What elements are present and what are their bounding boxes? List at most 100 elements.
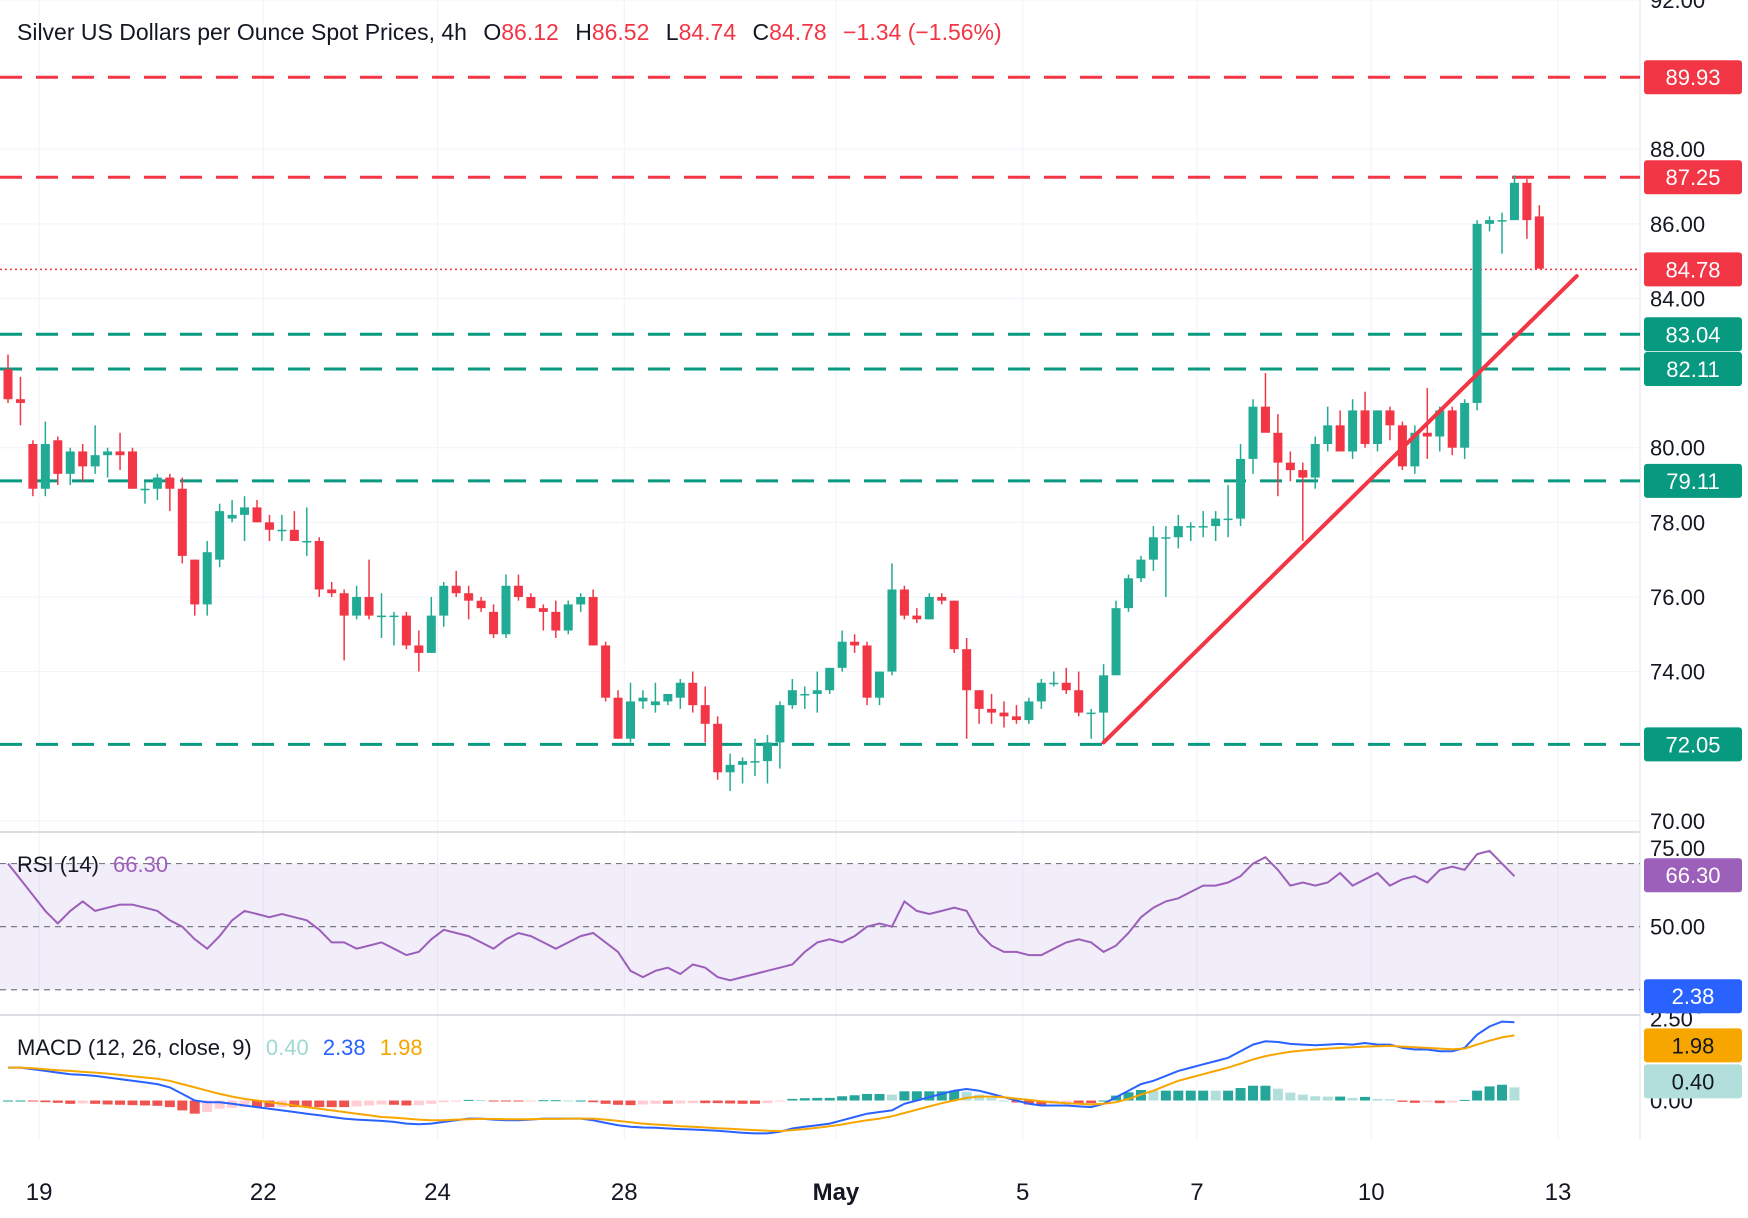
candle-body	[800, 693, 810, 696]
close-value: 84.78	[769, 19, 827, 45]
candle	[364, 559, 374, 620]
candle	[924, 593, 934, 620]
candle	[277, 514, 287, 541]
candle-body	[90, 455, 100, 467]
price-tick-label: 88.00	[1650, 137, 1705, 162]
macd-histogram-bar	[949, 1090, 960, 1101]
macd-histogram-bar	[40, 1100, 51, 1103]
level-label-82.11-bg	[1644, 351, 1742, 386]
candle-body	[1099, 675, 1109, 713]
rsi-value: 66.30	[113, 852, 168, 877]
macd-histogram-bar	[600, 1100, 611, 1104]
macd-histogram-bar	[90, 1100, 101, 1104]
macd-histogram-bar	[662, 1100, 673, 1104]
candle-body	[675, 682, 685, 698]
candle-body	[775, 705, 785, 743]
macd-histogram-bar	[139, 1100, 150, 1106]
candle	[1086, 708, 1096, 739]
candle	[1211, 511, 1221, 541]
candle-body	[339, 593, 349, 616]
macd-histogram-bar	[364, 1100, 375, 1106]
macd-histogram-bar	[762, 1100, 773, 1104]
macd-histogram-bar	[1061, 1100, 1072, 1103]
candle	[1534, 205, 1544, 269]
macd-histogram-bar	[1160, 1090, 1171, 1101]
candle	[1260, 373, 1270, 433]
candle	[476, 596, 486, 612]
candle-body	[513, 585, 523, 597]
macd-signal-line	[8, 1034, 1515, 1133]
candle	[663, 693, 673, 706]
macd-histogram-bar	[164, 1100, 175, 1108]
macd-pane	[3, 1020, 1520, 1135]
candle	[252, 499, 262, 523]
candle	[177, 477, 187, 564]
candle-body	[650, 701, 660, 706]
open-label: O	[483, 19, 501, 45]
high-value: 86.52	[592, 19, 650, 45]
macd-histogram-bar	[1285, 1092, 1296, 1101]
candle	[264, 514, 274, 541]
x-tick-label: May	[813, 1179, 860, 1206]
candle-body	[389, 615, 399, 618]
macd-histogram-bar	[837, 1096, 848, 1101]
price-tick-label: 80.00	[1650, 436, 1705, 461]
candle-body	[439, 585, 449, 616]
price-tick-label: 74.00	[1650, 660, 1705, 685]
candle-body	[1298, 470, 1308, 478]
candle-body	[1111, 608, 1121, 676]
candle	[1186, 522, 1196, 541]
candle	[240, 496, 250, 541]
candle-body	[1472, 223, 1482, 403]
candle-body	[489, 611, 499, 635]
candle-body	[787, 690, 797, 706]
macd-histogram-bar	[463, 1099, 474, 1101]
candle	[215, 503, 225, 568]
candle	[513, 574, 523, 601]
candle-body	[53, 440, 63, 474]
candle-body	[937, 596, 947, 601]
macd-histogram-bar	[1447, 1100, 1458, 1103]
chart-header: Silver US Dollars per Ounce Spot Prices,…	[17, 19, 1002, 45]
macd-histogram-bar	[1297, 1094, 1308, 1101]
candle-body	[177, 488, 187, 556]
macd-histogram-bar	[650, 1100, 661, 1104]
candle-body	[1036, 682, 1046, 702]
candle	[152, 473, 162, 500]
candle-body	[1011, 716, 1021, 721]
macd-histogram-bar	[413, 1100, 424, 1106]
candle	[912, 608, 922, 624]
candle-body	[165, 477, 175, 489]
macd-histogram-bar	[575, 1100, 586, 1102]
trendline	[1101, 274, 1579, 745]
macd-signal-value: 1.98	[380, 1035, 423, 1060]
x-tick-label: 7	[1190, 1179, 1203, 1206]
rsi-value-label-bg	[1644, 858, 1742, 893]
candle-body	[352, 596, 362, 616]
candle	[937, 593, 947, 605]
level-label-79.11: 79.11	[1666, 469, 1719, 494]
candle-body	[115, 451, 125, 456]
candle	[588, 589, 598, 646]
macd-histogram-bar	[849, 1095, 860, 1101]
macd-signal-label: 1.98	[1672, 1033, 1715, 1058]
macd-histogram-bar	[1310, 1096, 1321, 1101]
candle-body	[1223, 518, 1233, 521]
close-label: C	[753, 19, 770, 45]
candle-body	[688, 682, 698, 706]
candle	[414, 630, 424, 672]
candle-body	[464, 593, 474, 601]
macd-histogram-bar	[1086, 1100, 1097, 1104]
candle-body	[227, 514, 237, 519]
candle	[899, 585, 909, 620]
macd-histogram-bar	[1347, 1097, 1358, 1101]
macd-histogram-bar	[936, 1091, 947, 1101]
candle	[1485, 216, 1495, 232]
candle-body	[289, 529, 299, 541]
candle	[738, 757, 748, 784]
candle-body	[314, 540, 324, 590]
candle	[638, 690, 648, 709]
candle	[15, 376, 25, 426]
candle	[875, 671, 884, 706]
macd-histogram-bar	[376, 1100, 387, 1105]
